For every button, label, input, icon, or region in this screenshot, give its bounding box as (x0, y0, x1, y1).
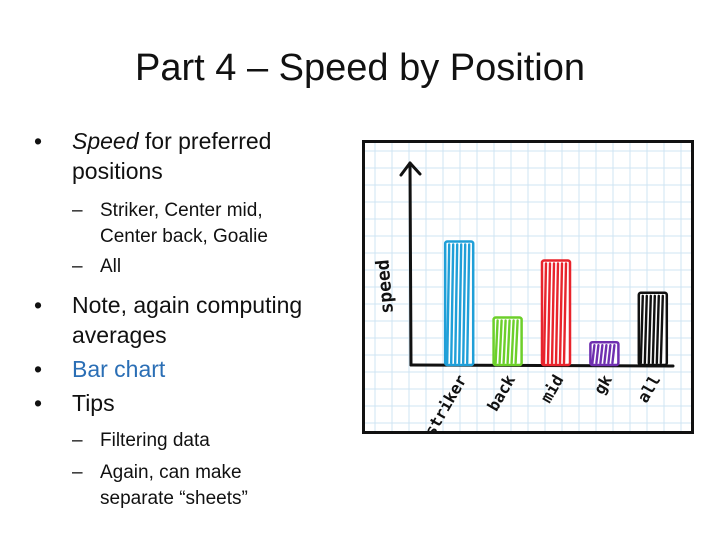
bullet-item: • Bar chart (34, 354, 374, 384)
dash-glyph: – (72, 430, 83, 451)
bar-chart: speed striker back mid gk all (365, 143, 691, 431)
x-tick-label: striker (420, 372, 470, 432)
dash-glyph: – (72, 462, 83, 483)
sub-bullet-item: – Striker, Center mid, Center back, Goal… (34, 198, 374, 250)
y-axis (408, 161, 413, 367)
bullet-text: averages (72, 322, 167, 348)
bullet-item: • Speed for preferred positions (34, 126, 374, 186)
bar-hatching (446, 243, 471, 365)
bullet-glyph: • (34, 292, 43, 318)
bar-back (492, 316, 523, 367)
bar-hatching (542, 262, 568, 365)
bar-hatching (591, 344, 616, 365)
bar-striker (443, 240, 475, 367)
sub-bullet-text: All (100, 256, 122, 277)
sub-bullet-text: Striker, Center mid, (100, 200, 263, 221)
bullet-text: Bar chart (72, 356, 166, 382)
bullet-text: Tips (72, 390, 115, 416)
y-axis-label: speed (372, 259, 398, 315)
sub-bullet-item: – All (34, 254, 374, 280)
bullet-item: • Tips (34, 388, 374, 418)
bullet-emphasis: Speed (72, 128, 139, 154)
bar-mid (540, 259, 572, 367)
x-tick-label: back (483, 371, 519, 414)
chart-frame: speed striker back mid gk all (362, 140, 694, 434)
bullet-text: for preferred (138, 128, 272, 154)
bullet-text: positions (72, 158, 163, 184)
slide-title: Part 4 – Speed by Position (135, 47, 585, 89)
bar-gk (589, 340, 620, 367)
sub-bullet-item: – Filtering data (34, 428, 374, 454)
sub-bullet-text: Filtering data (100, 430, 210, 451)
bullet-text: Note, again computing (72, 292, 303, 318)
sub-bullet-text: Center back, Goalie (100, 226, 268, 247)
dash-glyph: – (72, 200, 83, 221)
bar-hatching (639, 294, 664, 365)
bullet-glyph: • (34, 356, 43, 382)
bar-all (637, 291, 669, 367)
bullet-glyph: • (34, 128, 43, 154)
x-tick-label: gk (590, 371, 616, 398)
y-axis-arrow (399, 161, 422, 177)
sub-bullet-text: separate “sheets” (100, 488, 248, 509)
bar-hatching (494, 319, 519, 365)
sub-bullet-text: Again, can make (100, 462, 242, 483)
sub-bullet-item: – Again, can make separate “sheets” (34, 460, 374, 512)
bullet-list: • Speed for preferred positions – Strike… (34, 126, 374, 512)
x-tick-label: all (633, 372, 664, 407)
bullet-glyph: • (34, 390, 43, 416)
dash-glyph: – (72, 256, 83, 277)
x-tick-label: mid (537, 372, 568, 407)
bullet-item: • Note, again computing averages (34, 290, 374, 350)
